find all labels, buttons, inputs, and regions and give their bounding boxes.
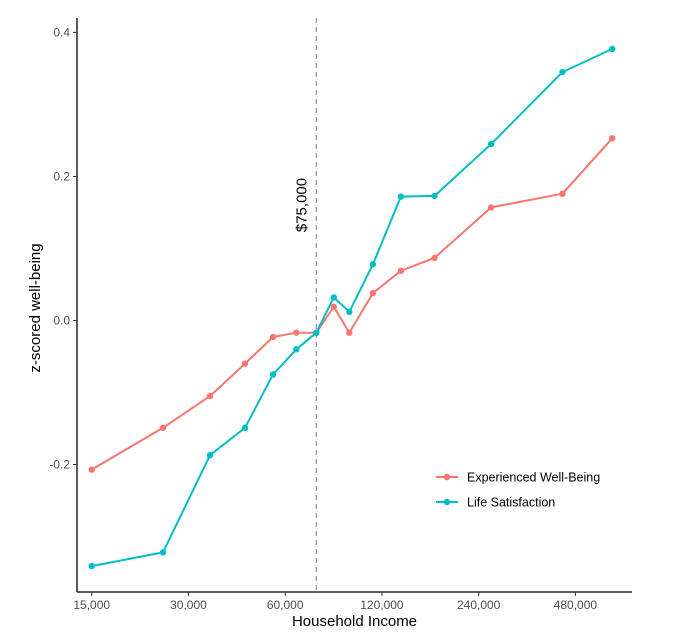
- legend-label: Life Satisfaction: [467, 496, 555, 510]
- data-point: [241, 424, 249, 431]
- series-layer: [88, 45, 616, 570]
- data-point: [269, 371, 277, 378]
- data-point: [431, 254, 438, 262]
- data-point: [609, 135, 616, 142]
- y-tick-label: 0.4: [53, 25, 70, 39]
- x-tick-label: 30,000: [170, 598, 207, 612]
- legend-label: Experienced Well-Being: [467, 471, 600, 485]
- data-point: [88, 562, 95, 570]
- data-point: [88, 466, 95, 473]
- y-axis-ticks: -0.2 0.0 0.2 0.4: [49, 25, 77, 472]
- data-point: [269, 333, 277, 341]
- data-point: [293, 329, 300, 336]
- legend: Experienced Well-Being Life Satisfaction: [436, 471, 600, 510]
- x-tick-label: 15,000: [73, 598, 110, 612]
- data-point: [206, 392, 214, 400]
- x-axis-ticks: 15,000 30,000 60,000 120,000 240,000 480,000: [73, 592, 597, 612]
- x-tick-label: 480,000: [554, 598, 598, 612]
- data-point: [293, 346, 300, 353]
- data-point: [159, 549, 167, 556]
- data-point: [487, 140, 495, 148]
- data-point: [397, 193, 405, 200]
- reference-line-label: $75,000: [293, 178, 310, 232]
- y-tick-label: 0.2: [53, 169, 70, 183]
- data-point: [241, 360, 249, 367]
- data-point: [159, 424, 167, 431]
- data-point: [346, 329, 353, 336]
- data-point: [559, 190, 566, 197]
- legend-swatch-point: [443, 473, 451, 481]
- x-axis-title: Household Income: [292, 613, 417, 630]
- data-point: [369, 261, 377, 268]
- data-point: [559, 68, 566, 76]
- data-point: [206, 451, 214, 459]
- legend-item-life-satisfaction: Life Satisfaction: [436, 496, 555, 510]
- data-point: [313, 329, 320, 336]
- data-point: [369, 289, 377, 297]
- data-point: [431, 192, 438, 200]
- legend-item-experienced-well-being: Experienced Well-Being: [436, 471, 600, 485]
- y-tick-label: -0.2: [49, 458, 70, 472]
- x-tick-label: 60,000: [267, 598, 304, 612]
- x-tick-label: 240,000: [457, 598, 501, 612]
- data-point: [346, 308, 353, 316]
- legend-swatch-point: [443, 498, 451, 506]
- data-point: [609, 45, 616, 53]
- y-axis-title: z-scored well-being: [27, 243, 44, 372]
- x-tick-label: 120,000: [360, 598, 404, 612]
- data-point: [397, 267, 405, 274]
- data-point: [487, 204, 495, 211]
- data-point: [330, 303, 337, 311]
- y-tick-label: 0.0: [53, 313, 70, 327]
- data-point: [330, 294, 337, 301]
